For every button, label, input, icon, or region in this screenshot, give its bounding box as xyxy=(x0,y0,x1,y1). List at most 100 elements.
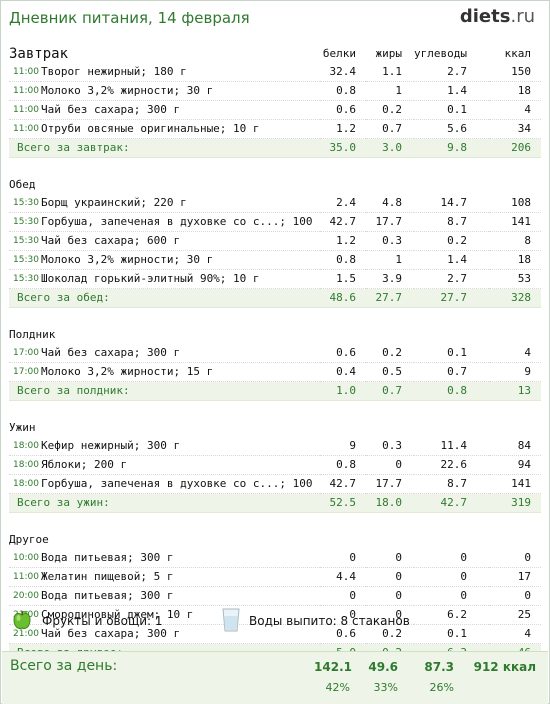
food-kcal: 84 xyxy=(489,437,542,456)
food-name: Молоко 3,2% жирности; 15 г xyxy=(41,362,321,382)
food-protein: 2.4 xyxy=(320,194,367,213)
food-kcal: 25 xyxy=(489,605,542,625)
food-row[interactable]: 18:00 Горбуша, запеченая в духовке со с..… xyxy=(9,474,542,494)
food-protein: 1.5 xyxy=(320,269,367,289)
food-kcal: 18 xyxy=(489,81,542,101)
food-protein: 0.8 xyxy=(320,250,367,270)
spacer-cell xyxy=(9,308,541,327)
food-protein: 0.6 xyxy=(320,624,367,644)
food-diary-table: Завтрак белки жиры углеводы ккал 11:00 Творог … xyxy=(9,45,542,681)
food-row[interactable]: 11:00 Чай без сахара; 300 г 0.6 0.2 0.1 4 xyxy=(9,100,542,120)
food-kcal: 8 xyxy=(489,231,542,251)
section-header-row: Ужин xyxy=(9,419,541,437)
food-row[interactable]: 15:30 Горбуша, запеченая в духовке со с..… xyxy=(9,212,542,232)
total-fat: 3.0 xyxy=(366,138,415,158)
food-time: 11:00 xyxy=(9,81,41,101)
food-protein: 9 xyxy=(320,437,367,456)
food-name: Яблоки; 200 г xyxy=(41,455,321,475)
day-fat-percent: 33% xyxy=(373,681,398,694)
logo-main: diets xyxy=(459,6,511,27)
food-protein: 0.6 xyxy=(320,100,367,120)
section-title: Обед xyxy=(9,178,36,191)
food-row[interactable]: 15:30 Чай без сахара; 600 г 1.2 0.3 0.2 8 xyxy=(9,231,542,251)
section-total-label: Всего за обед: xyxy=(9,288,321,308)
total-kcal: 328 xyxy=(489,288,542,308)
food-time: 15:30 xyxy=(9,250,41,270)
food-row[interactable]: 17:00 Молоко 3,2% жирности; 15 г 0.4 0.5 0.7… xyxy=(9,362,542,382)
food-time: 11:00 xyxy=(9,63,41,82)
food-name: Кефир нежирный; 300 г xyxy=(41,437,321,456)
water-glass-icon xyxy=(222,608,240,632)
section-title: Ужин xyxy=(9,421,36,434)
food-kcal: 141 xyxy=(489,212,542,232)
section-spacer xyxy=(9,308,541,327)
blank-cell xyxy=(320,531,541,549)
food-row[interactable]: 17:00 Чай без сахара; 300 г 0.6 0.2 0.1 4 xyxy=(9,344,542,363)
section-spacer xyxy=(9,158,541,177)
food-kcal: 53 xyxy=(489,269,542,289)
total-fat: 0.7 xyxy=(366,381,415,401)
total-protein: 52.5 xyxy=(320,493,367,513)
water-count: Воды выпито: 8 стаканов xyxy=(249,614,410,628)
food-name: Вода питьевая; 300 г xyxy=(41,549,321,568)
food-row[interactable]: 15:30 Борщ украинский; 220 г 2.4 4.8 14.7 108 xyxy=(9,194,542,213)
site-logo[interactable]: diets.ru xyxy=(460,6,535,27)
food-name: Горбуша, запеченая в духовке со с...; 10… xyxy=(41,212,321,232)
total-carbs: 9.8 xyxy=(414,138,490,158)
blank-cell xyxy=(320,419,541,437)
food-carbs: 2.7 xyxy=(414,63,490,82)
section-total-row: Всего за завтрак: 35.0 3.0 9.8 206 xyxy=(9,138,542,158)
food-row[interactable]: 15:30 Молоко 3,2% жирности; 30 г 0.8 1 1.4 18 xyxy=(9,250,542,270)
food-carbs: 1.4 xyxy=(414,250,490,270)
food-row[interactable]: 11:00 Желатин пищевой; 5 г 4.4 0 0 17 xyxy=(9,567,542,587)
food-row[interactable]: 18:00 Яблоки; 200 г 0.8 0 22.6 94 xyxy=(9,455,542,475)
food-carbs: 8.7 xyxy=(414,212,490,232)
total-fat: 27.7 xyxy=(366,288,415,308)
total-carbs: 42.7 xyxy=(414,493,490,513)
food-name: Желатин пищевой; 5 г xyxy=(41,567,321,587)
food-protein: 0 xyxy=(320,549,367,568)
food-carbs: 11.4 xyxy=(414,437,490,456)
section-title: Другое xyxy=(9,533,49,546)
food-row[interactable]: 11:00 Отруби овсяные оригинальные; 10 г 1.… xyxy=(9,119,542,139)
food-protein: 0 xyxy=(320,586,367,606)
food-name: Молоко 3,2% жирности; 30 г xyxy=(41,81,321,101)
food-name: Чай без сахара; 300 г xyxy=(41,624,321,644)
food-fat: 1 xyxy=(366,250,415,270)
food-fat: 0 xyxy=(366,605,415,625)
food-time: 20:00 xyxy=(9,586,41,606)
food-name: Отруби овсяные оригинальные; 10 г xyxy=(41,119,321,139)
food-protein: 1.2 xyxy=(320,119,367,139)
food-carbs: 2.7 xyxy=(414,269,490,289)
food-fat: 17.7 xyxy=(366,212,415,232)
section-spacer xyxy=(9,401,541,420)
food-protein: 0.6 xyxy=(320,344,367,363)
food-name: Борщ украинский; 220 г xyxy=(41,194,321,213)
food-kcal: 0 xyxy=(489,549,542,568)
food-row[interactable]: 15:30 Шоколад горький-элитный 90%; 10 г 1.… xyxy=(9,269,542,289)
food-fat: 17.7 xyxy=(366,474,415,494)
food-time: 15:30 xyxy=(9,231,41,251)
total-protein: 48.6 xyxy=(320,288,367,308)
food-kcal: 150 xyxy=(489,63,542,82)
spacer-cell xyxy=(9,401,541,420)
food-time: 11:00 xyxy=(9,567,41,587)
food-kcal: 141 xyxy=(489,474,542,494)
total-protein: 1.0 xyxy=(320,381,367,401)
column-kcal: ккал xyxy=(504,47,532,60)
food-row[interactable]: 11:00 Творог нежирный; 180 г 32.4 1.1 2.7 150 xyxy=(9,63,542,82)
food-name: Молоко 3,2% жирности; 30 г xyxy=(41,250,321,270)
food-name: Вода питьевая; 300 г xyxy=(41,586,321,606)
section-total-row: Всего за ужин: 52.5 18.0 42.7 319 xyxy=(9,493,542,513)
food-row[interactable]: 18:00 Кефир нежирный; 300 г 9 0.3 11.4 84 xyxy=(9,437,542,456)
total-fat: 18.0 xyxy=(366,493,415,513)
food-time: 18:00 xyxy=(9,455,41,475)
food-row[interactable]: 11:00 Молоко 3,2% жирности; 30 г 0.8 1 1.4 18 xyxy=(9,81,542,101)
header: Дневник питания, 14 февраля diets.ru xyxy=(1,1,549,35)
food-row[interactable]: 21:00 Чай без сахара; 300 г 0.6 0.2 0.1 4 xyxy=(9,624,542,644)
food-carbs: 0 xyxy=(414,549,490,568)
food-kcal: 18 xyxy=(489,250,542,270)
